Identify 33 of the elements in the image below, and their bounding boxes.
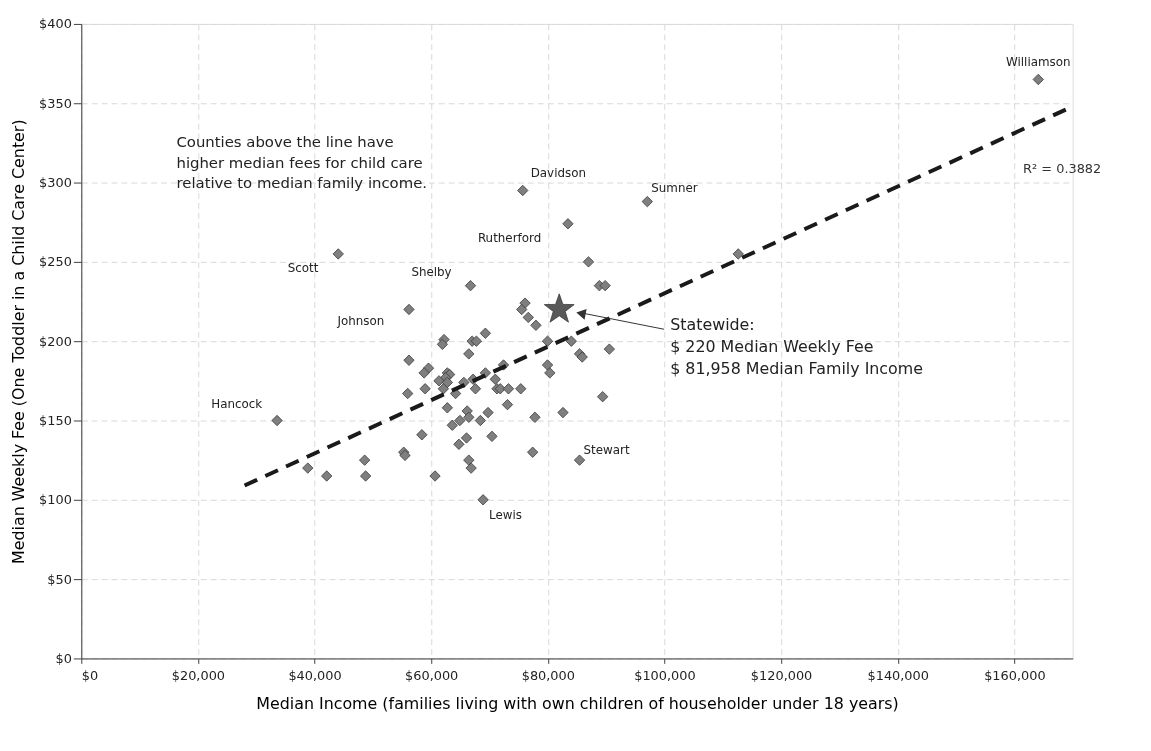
annotation: Hancock <box>211 396 263 411</box>
x-tick-label: $160,000 <box>984 667 1046 683</box>
y-tick-label: $350 <box>39 95 72 111</box>
x-tick-label: $80,000 <box>521 667 575 683</box>
y-tick-label: $50 <box>47 571 72 587</box>
x-tick-label: $20,000 <box>171 667 226 683</box>
x-axis-title: Median Income (families living with own children of householder under 18 years) <box>256 694 899 714</box>
x-tick-label: $120,000 <box>750 667 813 683</box>
y-tick-label: $400 <box>39 16 72 32</box>
y-tick-label: $100 <box>39 492 72 508</box>
annotation: Scott <box>287 260 319 275</box>
x-tick-label: $40,000 <box>288 667 342 683</box>
x-tick-label: $0 <box>81 667 99 683</box>
annotation: Shelby <box>411 264 452 279</box>
annotation: Stewart <box>583 443 630 458</box>
annotation: Johnson <box>336 314 385 329</box>
y-tick-label: $0 <box>55 650 72 666</box>
annotation: R² = 0.3882 <box>1023 160 1102 176</box>
y-axis-title: Median Weekly Fee (One Toddler in a Child Care Center) <box>9 119 29 564</box>
y-tick-label: $200 <box>39 333 72 349</box>
x-tick-label: $60,000 <box>405 667 459 683</box>
annotation: Davidson <box>530 165 586 180</box>
y-tick-label: $250 <box>39 254 72 270</box>
y-tick-label: $150 <box>39 412 72 428</box>
annotation: Rutherford <box>477 230 542 245</box>
annotation: Counties above the line have higher median fees for child care relative to median family income. <box>176 132 428 193</box>
annotation: Statewide: $ 220 Median Weekly Fee $ 81,958 Median Family Income <box>670 315 924 378</box>
annotation: Sumner <box>651 180 698 195</box>
x-tick-label: $140,000 <box>867 667 929 683</box>
x-tick-label: $100,000 <box>634 667 696 683</box>
y-tick-label: $300 <box>39 175 72 191</box>
annotation: Lewis <box>489 507 522 522</box>
annotation: Williamson <box>1006 54 1071 69</box>
